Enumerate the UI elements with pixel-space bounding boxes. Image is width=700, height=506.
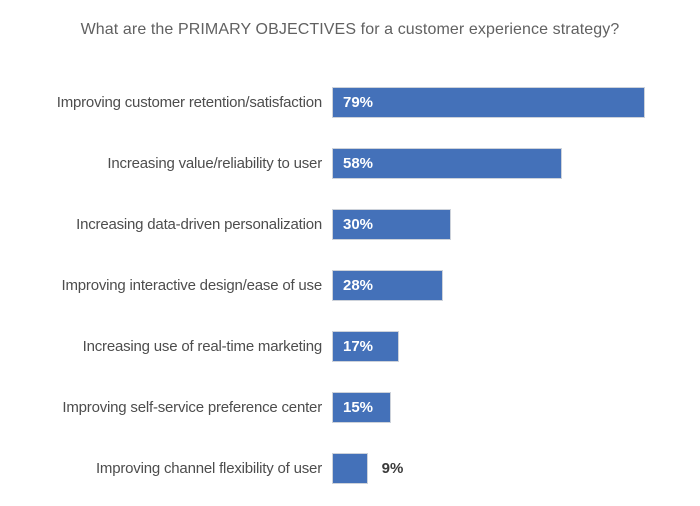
bar: 28% (332, 270, 443, 301)
category-label: Increasing value/reliability to user (107, 155, 322, 172)
bar-row: Improving interactive design/ease of use… (0, 270, 700, 301)
category-label: Increasing use of real-time marketing (82, 338, 323, 355)
bar: 15% (332, 392, 392, 423)
value-label: 15% (343, 399, 374, 416)
category-label: Improving self-service preference center (62, 399, 322, 416)
bar-track: 17% (332, 331, 700, 362)
bar-row: Improving channel flexibility of user 9% (0, 453, 700, 484)
value-label: 30% (343, 216, 374, 233)
value-label: 28% (343, 277, 374, 294)
bar-row: Increasing data-driven personalization 3… (0, 209, 700, 240)
category-label: Increasing data-driven personalization (76, 216, 322, 233)
category-label: Improving interactive design/ease of use (61, 277, 323, 294)
bar-track: 15% (332, 392, 700, 423)
value-label: 58% (343, 155, 374, 172)
bar: 79% (332, 87, 645, 118)
bar-row: Improving customer retention/satisfactio… (0, 87, 700, 118)
category-label: Improving customer retention/satisfactio… (56, 94, 322, 111)
bar-row: Improving self-service preference center… (0, 392, 700, 423)
bar-track: 58% (332, 148, 700, 179)
bar-track: 30% (332, 209, 700, 240)
bar-row: Increasing value/reliability to user 58% (0, 148, 700, 179)
bar-row: Increasing use of real-time marketing 17… (0, 331, 700, 362)
bar: 17% (332, 331, 400, 362)
bar: 30% (332, 209, 451, 240)
value-label: 17% (343, 338, 374, 355)
bar-track: 9% (332, 453, 700, 484)
category-label: Improving channel flexibility of user (95, 460, 322, 477)
bar-chart: Improving customer retention/satisfactio… (0, 87, 700, 484)
bar (332, 453, 368, 484)
chart-title: What are the PRIMARY OBJECTIVES for a cu… (80, 21, 620, 38)
bar: 58% (332, 148, 562, 179)
bar-track: 28% (332, 270, 700, 301)
bar-track: 79% (332, 87, 700, 118)
value-label: 9% (381, 460, 404, 477)
value-label: 79% (343, 94, 374, 111)
